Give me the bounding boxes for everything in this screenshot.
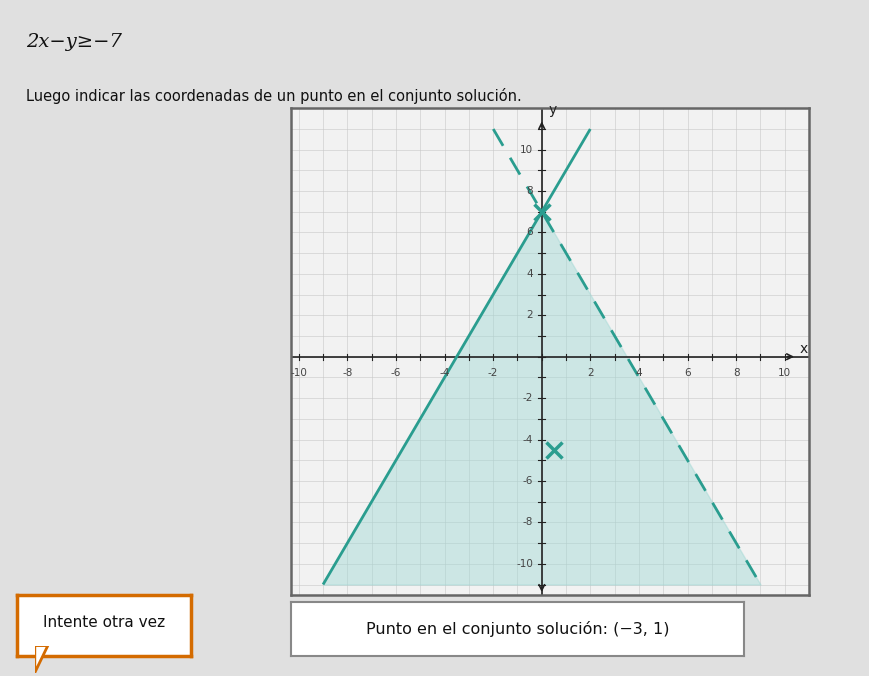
Text: Luego indicar las coordenadas de un punto en el conjunto solución.: Luego indicar las coordenadas de un punt… bbox=[26, 89, 521, 104]
Text: 8: 8 bbox=[526, 186, 533, 196]
Text: 8: 8 bbox=[732, 368, 739, 378]
Text: -8: -8 bbox=[342, 368, 352, 378]
Text: 6: 6 bbox=[526, 227, 533, 237]
Text: -10: -10 bbox=[290, 368, 307, 378]
Text: 2: 2 bbox=[526, 310, 533, 320]
Text: -6: -6 bbox=[522, 476, 533, 486]
Text: 6: 6 bbox=[684, 368, 690, 378]
Polygon shape bbox=[35, 646, 48, 673]
Text: -10: -10 bbox=[516, 559, 533, 569]
Text: -4: -4 bbox=[439, 368, 449, 378]
Text: -2: -2 bbox=[488, 368, 498, 378]
Text: -4: -4 bbox=[522, 435, 533, 445]
Text: 4: 4 bbox=[635, 368, 641, 378]
Text: -2: -2 bbox=[522, 393, 533, 403]
Text: 2: 2 bbox=[587, 368, 593, 378]
Text: -6: -6 bbox=[390, 368, 401, 378]
Text: y: y bbox=[548, 103, 557, 118]
Text: Intente otra vez: Intente otra vez bbox=[43, 614, 165, 630]
Text: 2x−y≥−7: 2x−y≥−7 bbox=[26, 33, 122, 51]
Text: 10: 10 bbox=[778, 368, 791, 378]
Text: Punto en el conjunto solución: (−3, 1): Punto en el conjunto solución: (−3, 1) bbox=[366, 621, 668, 637]
Text: 4: 4 bbox=[526, 269, 533, 279]
Text: 10: 10 bbox=[520, 145, 533, 155]
Text: x: x bbox=[799, 343, 806, 356]
Text: -8: -8 bbox=[522, 517, 533, 527]
